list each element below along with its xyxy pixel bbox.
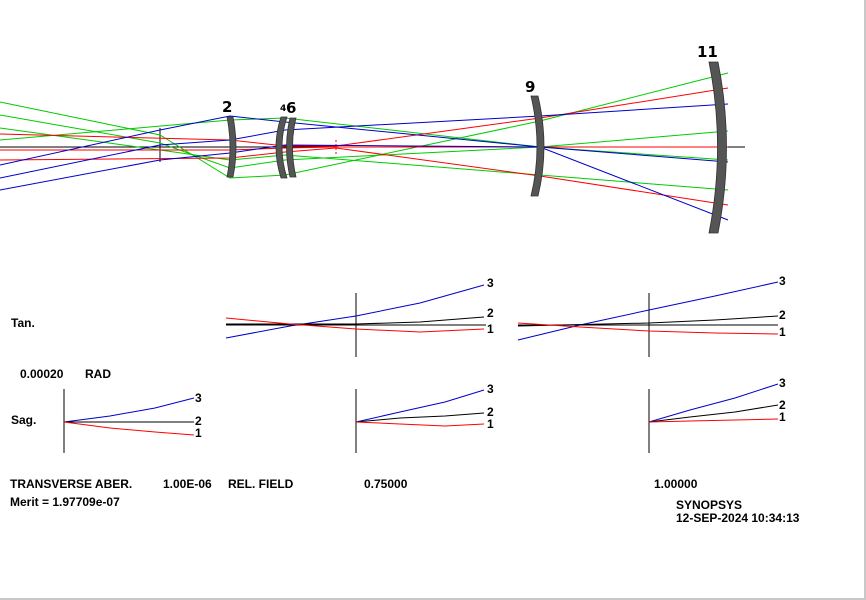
lens-element-11 bbox=[708, 61, 727, 234]
merit-value: Merit = 1.97709e-07 bbox=[10, 495, 120, 509]
scale-unit: RAD bbox=[85, 367, 111, 381]
timestamp: 12-SEP-2024 10:34:13 bbox=[676, 511, 800, 525]
fan-label-2: 2 bbox=[195, 414, 202, 428]
tan-label: Tan. bbox=[11, 316, 35, 330]
lens-element-2 bbox=[226, 116, 237, 178]
wavelength-value: 1.00E-06 bbox=[163, 477, 212, 491]
fan-label-3: 3 bbox=[487, 276, 494, 290]
ray-bundle-red bbox=[0, 87, 729, 206]
fan-label-2: 2 bbox=[779, 308, 786, 322]
scale-value: 0.00020 bbox=[20, 367, 64, 381]
fan-label-3: 3 bbox=[487, 382, 494, 396]
fan-label-1: 1 bbox=[487, 417, 494, 431]
fan-label-3: 3 bbox=[195, 391, 202, 405]
fan-label-2: 2 bbox=[487, 405, 494, 419]
fan-label-2: 2 bbox=[779, 398, 786, 412]
surface-label-11: 11 bbox=[697, 43, 718, 61]
surface-label-2: 2 bbox=[222, 98, 232, 116]
field-100-value: 1.00000 bbox=[654, 477, 698, 491]
fan-label-1: 1 bbox=[779, 325, 786, 339]
field-075-value: 0.75000 bbox=[364, 477, 408, 491]
surface-label-4: 4 bbox=[280, 104, 286, 114]
lens-element-9 bbox=[530, 95, 545, 197]
tan-fan-100: 3 2 1 bbox=[517, 274, 786, 357]
ray-bundle-green bbox=[0, 72, 729, 191]
sag-fan-000: 3 2 1 bbox=[63, 389, 202, 453]
tan-fan-075: 3 2 1 bbox=[225, 276, 494, 357]
plot-title: TRANSVERSE ABER. bbox=[10, 477, 132, 491]
fan-label-3: 3 bbox=[779, 376, 786, 390]
fan-label-2: 2 bbox=[487, 306, 494, 320]
rel-field-label: REL. FIELD bbox=[228, 477, 294, 491]
fan-label-1: 1 bbox=[779, 410, 786, 424]
sag-fan-075: 3 2 1 bbox=[355, 382, 494, 453]
ray-bundle-blue bbox=[0, 103, 729, 221]
fan-label-1: 1 bbox=[487, 322, 494, 336]
surface-label-6: 6 bbox=[286, 99, 296, 117]
lens-element-6 bbox=[286, 117, 297, 178]
sag-fan-100: 3 2 1 bbox=[648, 376, 786, 453]
brand-label: SYNOPSYS bbox=[676, 498, 742, 512]
fan-label-1: 1 bbox=[195, 426, 202, 440]
fan-label-3: 3 bbox=[779, 274, 786, 288]
lens-elements bbox=[226, 61, 727, 234]
surface-label-9: 9 bbox=[525, 78, 535, 96]
lens-element-4 bbox=[275, 116, 288, 179]
sag-label: Sag. bbox=[11, 413, 36, 427]
